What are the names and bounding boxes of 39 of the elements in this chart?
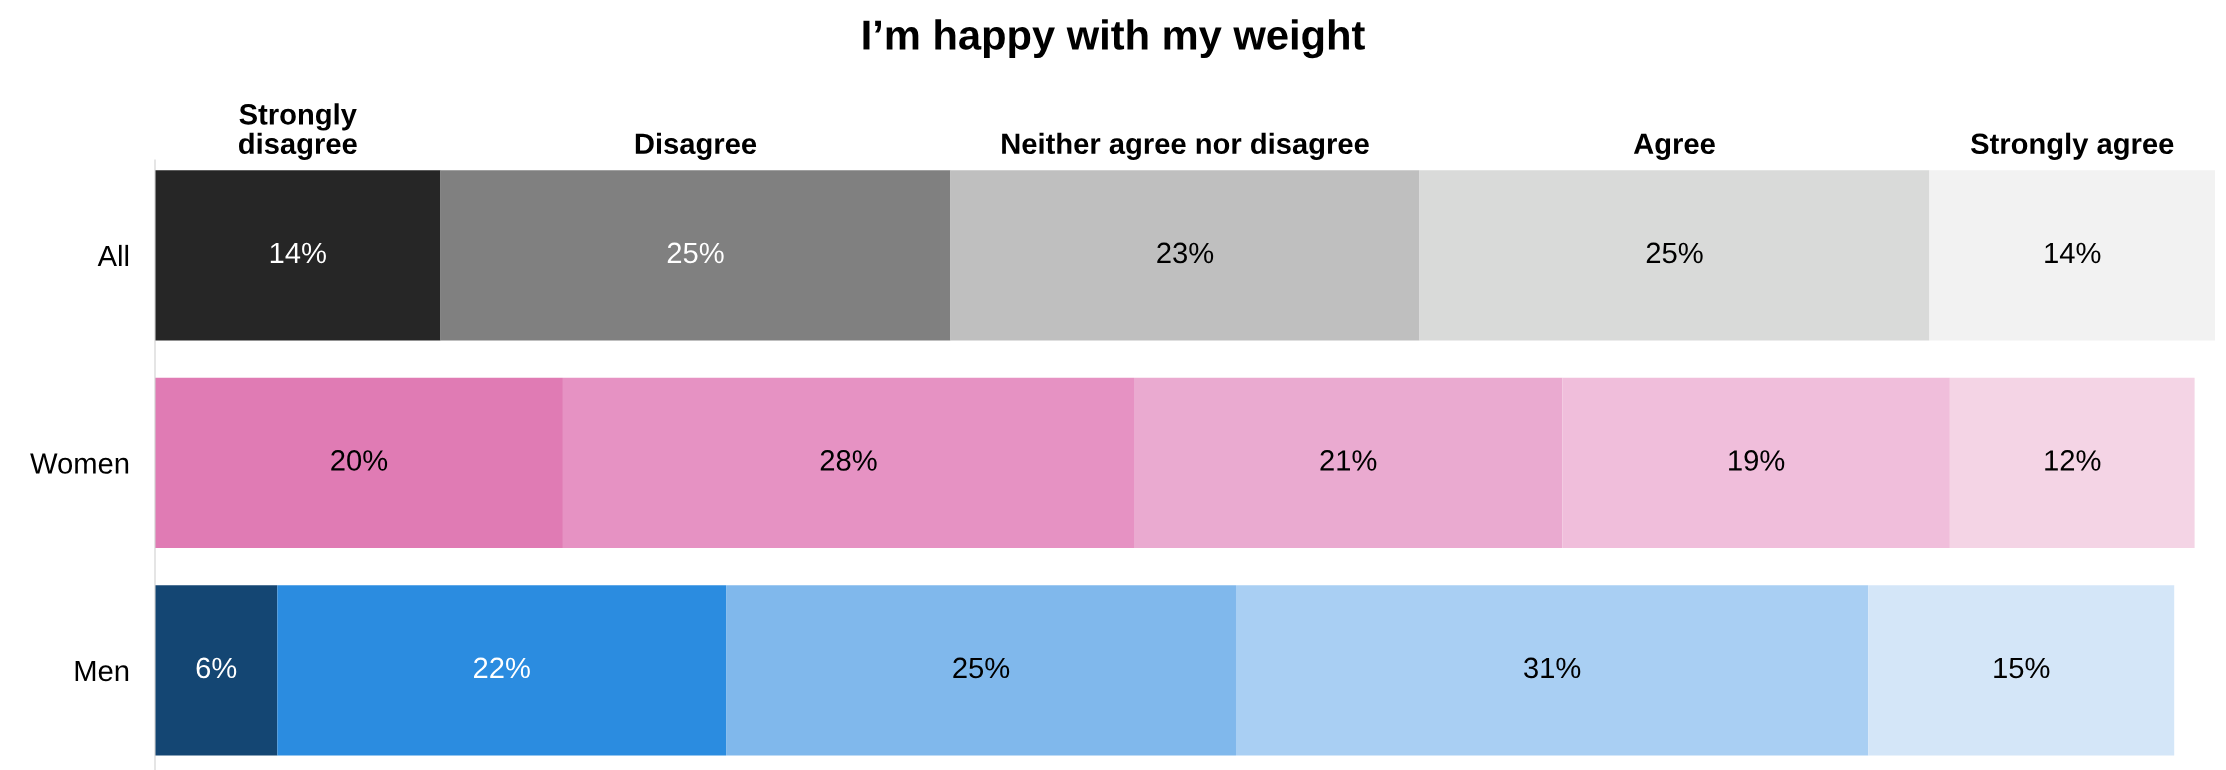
data-label: 31% [1524,657,1581,679]
y-tick-label: Women [30,453,129,474]
data-label: 25% [953,657,1010,679]
bar [950,170,1420,341]
series-label: Agree [1633,133,1715,160]
data-label: 15% [1994,657,2050,679]
bar [726,585,1236,756]
bar [1235,585,1869,756]
bar [155,170,441,341]
bar [155,585,278,756]
data-label: 28% [820,450,877,471]
bar [440,170,951,341]
y-tick-label: All [97,244,129,267]
data-label: 25% [667,242,724,264]
bar [1929,170,2215,341]
data-label: 12% [2045,450,2101,471]
data-label: 14% [2045,242,2101,264]
data-label: 20% [331,450,388,471]
series-label: Strongly disagree [238,103,357,160]
bar [1562,377,1950,548]
y-tick-label: Men [75,660,129,682]
bar [1868,585,2175,756]
bar [1949,377,2195,548]
data-label: 23% [1157,242,1214,264]
data-label: 21% [1320,450,1377,471]
data-label: 25% [1646,242,1703,264]
series-label: Neither agree nor disagree [1002,132,1369,160]
data-label: 6% [196,657,237,679]
bar [277,585,727,756]
data-label: 22% [474,657,530,679]
series-label: Disagree [635,132,757,160]
bar [155,377,563,548]
data-label: 19% [1729,450,1785,471]
bar [562,377,1135,548]
bar [1419,170,1930,341]
data-label: 14% [270,242,326,264]
chart-title: I’m happy with my weight [863,19,1365,59]
bar [1134,377,1563,548]
series-label: Strongly agree [1970,132,2174,160]
